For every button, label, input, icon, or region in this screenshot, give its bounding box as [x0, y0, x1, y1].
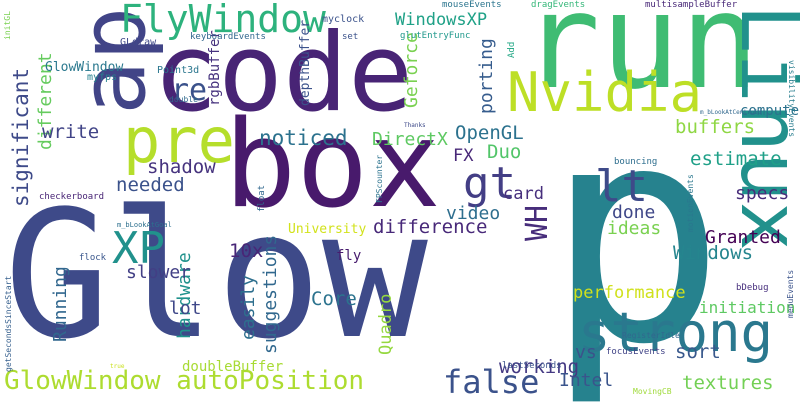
word-fpscounter: FPScounter	[375, 154, 384, 203]
word-difference: difference	[373, 216, 488, 238]
word-duo: Duo	[487, 141, 522, 163]
word-granted: Granted	[705, 227, 781, 248]
word-geforce: Geforce	[401, 32, 422, 108]
word-suggestions: suggestions	[260, 234, 281, 354]
word-registeridle: RegisterIdle	[622, 331, 680, 340]
word-flock: flock	[79, 253, 107, 263]
word-quadro: Quadro	[376, 293, 396, 355]
word-true: true	[110, 363, 125, 370]
word-p: p	[545, 61, 726, 410]
word-porting: porting	[476, 38, 497, 114]
word-checkerboard: checkerboard	[39, 192, 105, 202]
word-movingcb: MovingCB	[633, 387, 672, 396]
word-visibilityevents: visibilityEvents	[787, 60, 796, 138]
word-pre: pre	[123, 104, 235, 177]
word-thanks: Thanks	[404, 122, 426, 129]
word-myfps: myfps	[87, 72, 118, 83]
word-xp: XP	[112, 223, 165, 274]
word-cloud: Glow p code run box app Linux strong pre…	[3, 0, 800, 410]
word-intel: Intel	[559, 370, 614, 391]
word-code: code	[153, 11, 414, 136]
word-core: Core	[311, 288, 357, 310]
word-sort: sort	[675, 341, 721, 363]
word-lastseconds: lastSeconds	[502, 361, 562, 371]
word-textures: textures	[682, 372, 774, 394]
word-running: Running	[50, 266, 71, 342]
word-dragevents: dragEvents	[531, 0, 586, 10]
word-initgl: initGL	[3, 11, 12, 40]
word-m-blookatcentroid: m_bLookAtCentroid	[700, 109, 762, 116]
word-opengl: OpenGL	[455, 122, 524, 144]
word-directx: DirectX	[372, 129, 448, 150]
word-card: card	[503, 184, 544, 204]
word-specs: specs	[735, 183, 790, 204]
word-computer: computer	[740, 103, 800, 119]
word-lt: lt	[595, 161, 648, 212]
word-fx: FX	[453, 146, 474, 166]
word-university: University	[288, 222, 367, 237]
word-gt: gt	[463, 158, 516, 209]
word-set: set	[342, 32, 359, 42]
word-depthbuffer: depthBuffer	[298, 19, 313, 106]
word-glowwindow: GlowWindow	[45, 60, 124, 75]
word-menuevents: menuEvents	[786, 269, 795, 318]
word-significant: significant	[9, 67, 33, 207]
word-bdebug: bDebug	[736, 283, 769, 293]
word-windows: Windows	[673, 242, 754, 264]
word-multisamplebuffer: multisampleBuffer	[645, 0, 738, 10]
word-write: write	[42, 121, 100, 143]
word-done: done	[612, 202, 656, 223]
word-bouncing: bouncing	[614, 157, 658, 167]
word-flywindow: FlyWindow	[120, 0, 326, 41]
word-slower: slower	[126, 262, 192, 283]
word-focusevents: focusEvents	[606, 347, 666, 357]
word-m-blookatgoal: m_bLookAtGoal	[117, 221, 172, 229]
word-lot: lot	[169, 298, 202, 319]
word-mouseevents: mouseEvents	[442, 0, 502, 10]
word-point3d: Point3d	[157, 65, 200, 76]
word-re: re	[171, 73, 208, 108]
word-easily: easily	[238, 274, 259, 340]
word-doublebuffer: doubleBuffer	[182, 359, 284, 375]
word-myclock: myclock	[322, 14, 365, 25]
word-gldraw: GLdraw	[120, 37, 157, 48]
word-performance: performance	[573, 283, 686, 303]
word-false: false	[443, 363, 540, 401]
word-noticed: noticed	[259, 126, 348, 150]
word-motionevents: motionEvents	[686, 174, 695, 232]
word-10x: 10x	[229, 240, 264, 262]
word-glowwindow-autoposition: GlowWindow autoPosition	[4, 366, 365, 396]
word-needed: needed	[116, 174, 185, 196]
word-add: Add	[507, 41, 517, 58]
word-double: double	[169, 95, 198, 104]
word-box: box	[224, 96, 441, 235]
word-ideas: ideas	[607, 218, 662, 239]
word-buffers: buffers	[675, 116, 756, 138]
word-working: working	[499, 356, 580, 378]
word-float: float	[257, 184, 267, 212]
word-shadow: shadow	[147, 156, 216, 178]
word-estimate: estimate	[690, 148, 782, 170]
word-wh: WH	[520, 204, 555, 241]
word-getsecondssincestart: getSecondsSinceStart	[4, 275, 13, 372]
word-keyboardevents: keyboardEvents	[190, 32, 266, 42]
word-fly: fly	[336, 248, 362, 264]
word-vs: vs	[575, 342, 597, 363]
word-run: run	[521, 0, 760, 119]
word-initiation: initiation	[699, 298, 796, 317]
word-strong: strong	[578, 301, 774, 364]
word-glutentryfunc: glutEntryFunc	[400, 31, 471, 41]
word-windowsxp: WindowsXP	[395, 10, 488, 30]
word-nvidia: Nvidia	[507, 61, 703, 124]
word-glow: Glow	[4, 173, 428, 378]
word-video: video	[446, 203, 501, 224]
